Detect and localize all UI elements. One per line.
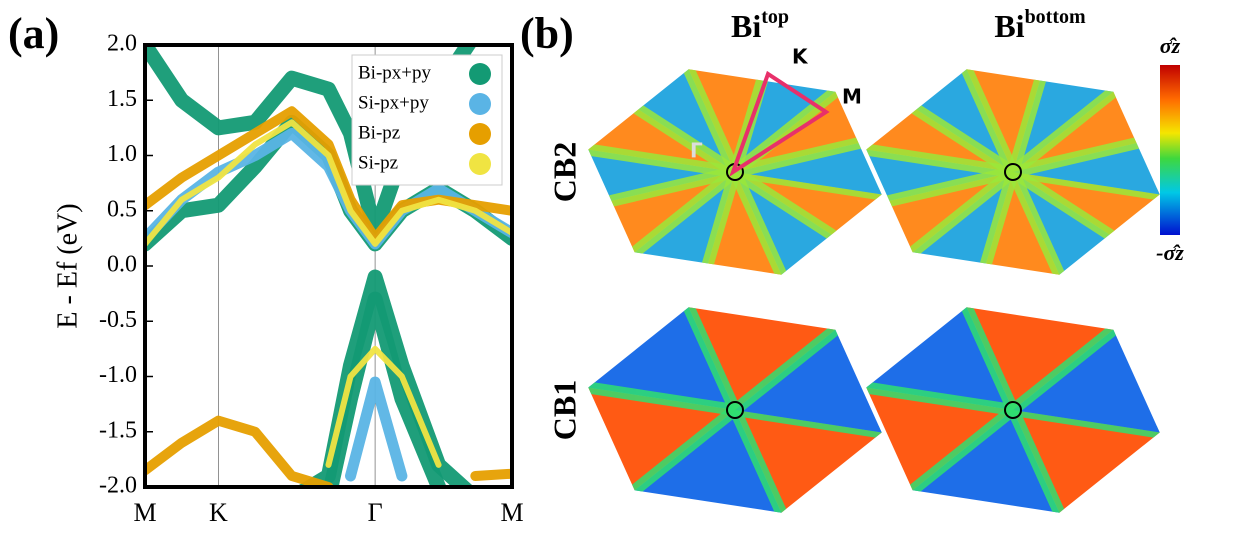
k-point-label: Γ — [690, 139, 703, 163]
spin-boundary — [866, 136, 1014, 178]
spin-sector — [601, 172, 735, 275]
spin-map — [866, 69, 1160, 275]
spin-boundary — [965, 170, 1019, 275]
panel-label: (b) — [520, 9, 574, 58]
legend-marker — [469, 63, 491, 85]
spin-boundary — [588, 166, 737, 223]
spin-map — [866, 307, 1160, 513]
spin-sector — [673, 69, 777, 172]
legend-label: Bi-px+py — [358, 62, 431, 83]
band-line — [145, 415, 334, 487]
y-tick-label: -0.5 — [99, 307, 137, 333]
bands — [145, 45, 512, 487]
x-tick-label: Γ — [368, 498, 383, 527]
spin-boundary — [866, 166, 1015, 223]
x-tick-label: M — [500, 498, 523, 527]
y-tick-label: -2.0 — [99, 473, 137, 499]
colorbar — [1160, 65, 1180, 235]
y-tick-label: 2.0 — [107, 31, 137, 57]
y-tick-label: 1.5 — [107, 86, 137, 112]
band-line — [325, 345, 442, 468]
spin-boundary — [1007, 69, 1061, 174]
spin-boundary — [1007, 407, 1081, 513]
panel-label: (a) — [8, 9, 59, 58]
y-tick-label: 0.0 — [107, 252, 137, 278]
spin-boundary — [729, 407, 803, 513]
legend-marker — [469, 93, 491, 115]
spin-boundary — [1011, 121, 1160, 178]
spin-sector — [879, 172, 1013, 275]
legend-label: Si-pz — [358, 152, 398, 173]
spin-boundary — [588, 374, 736, 416]
spin-boundary — [1007, 169, 1081, 275]
header-base: Bi — [994, 8, 1024, 44]
spin-sector — [735, 69, 869, 172]
spin-boundary — [667, 69, 741, 175]
spin-boundary — [866, 374, 1014, 416]
y-tick-label: -1.5 — [99, 417, 137, 443]
legend-marker — [469, 123, 491, 145]
spin-sector — [971, 172, 1075, 275]
legend-label: Si-px+py — [358, 92, 429, 113]
x-tick-label: M — [133, 498, 156, 527]
k-point-label: K — [792, 45, 809, 69]
header-base: Bi — [731, 8, 761, 44]
row-label: CB2 — [546, 142, 582, 202]
spin-boundary — [588, 136, 736, 178]
y-axis-label: E - Ef (eV) — [52, 203, 83, 328]
spin-sector — [693, 172, 797, 275]
gamma-ring — [726, 401, 744, 419]
y-tick-label: 1.0 — [107, 141, 137, 167]
k-point-label: M — [842, 85, 862, 109]
spin-map — [588, 307, 882, 513]
band-line — [145, 119, 512, 247]
spin-boundary — [733, 121, 882, 178]
y-tick-label: -1.0 — [99, 362, 137, 388]
gamma-ring — [1004, 163, 1022, 181]
colorbar-top: σ̂z — [1160, 33, 1181, 58]
spin-boundary — [687, 170, 741, 275]
gamma-ring — [1004, 401, 1022, 419]
legend: Bi-px+py Si-px+py Bi-pz Si-pz — [351, 54, 503, 186]
spin-sector — [1013, 69, 1147, 172]
y-tick-label: 0.5 — [107, 196, 137, 222]
spin-boundary — [945, 307, 1019, 413]
header-sup: bottom — [1025, 6, 1086, 28]
x-tick-label: K — [209, 498, 228, 527]
spin-maps: K M Γ — [588, 45, 1160, 513]
column-header: Bitop — [731, 6, 789, 45]
spin-boundary — [945, 69, 1019, 175]
band-line — [345, 376, 408, 482]
band-line — [323, 291, 447, 487]
column-header: Bibottom — [994, 6, 1086, 45]
spin-boundary — [667, 307, 741, 413]
header-sup: top — [761, 6, 789, 28]
spin-boundary — [729, 169, 803, 275]
row-label: CB1 — [546, 380, 582, 440]
colorbar-bottom: -σ̂z — [1156, 240, 1184, 265]
legend-marker — [469, 153, 491, 175]
spin-sector — [951, 69, 1055, 172]
bz-path — [729, 70, 830, 177]
band-line — [470, 468, 512, 481]
plot-frame — [143, 43, 514, 489]
legend-label: Bi-pz — [358, 122, 400, 143]
